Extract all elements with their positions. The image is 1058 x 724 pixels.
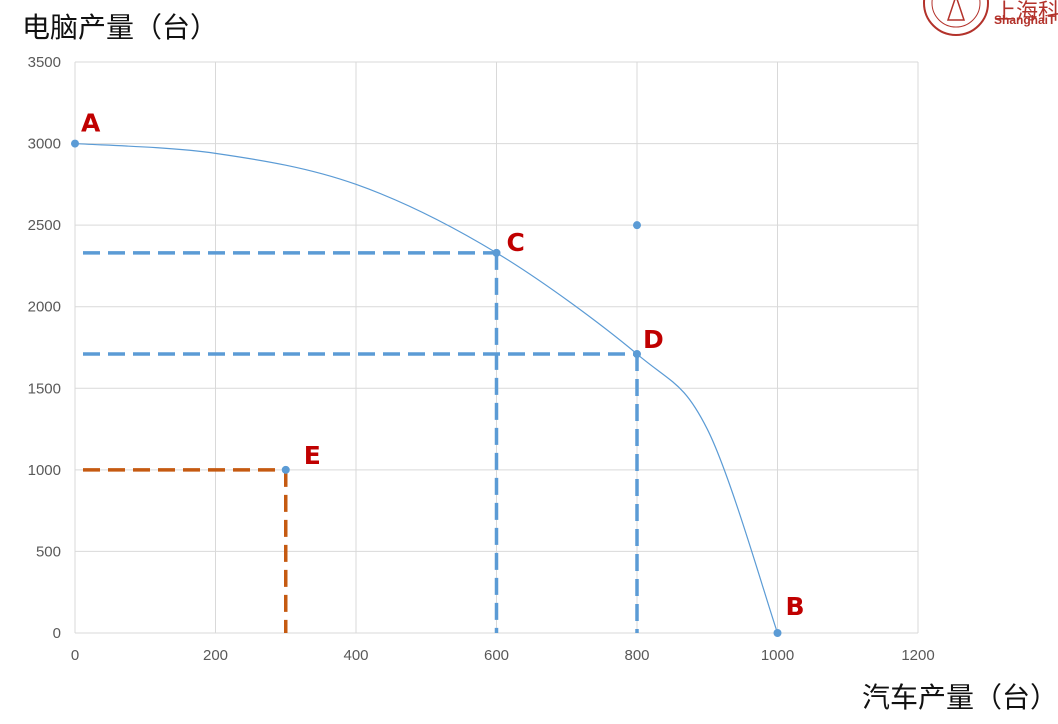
data-point xyxy=(633,221,641,230)
y-tick-label: 3500 xyxy=(28,54,61,71)
point-label-a: A xyxy=(81,109,101,138)
point-label-b: B xyxy=(786,592,805,621)
y-tick-label: 0 xyxy=(53,625,61,642)
grid-lines xyxy=(74,61,919,634)
logo-emblem-icon xyxy=(923,0,989,36)
x-tick-label: 600 xyxy=(484,647,509,664)
y-tick-label: 1000 xyxy=(28,462,61,479)
point-label-e: E xyxy=(304,441,321,470)
x-tick-label: 1200 xyxy=(901,647,934,664)
data-point-a xyxy=(71,139,79,148)
point-label-c: C xyxy=(507,228,525,257)
guide-lines xyxy=(83,251,639,633)
x-tick-label: 1000 xyxy=(761,647,794,664)
logo-text-en: ShanghaiT xyxy=(994,13,1056,27)
data-points xyxy=(71,139,782,637)
y-tick-label: 2500 xyxy=(28,217,61,234)
y-axis-title: 电脑产量（台） xyxy=(22,11,219,44)
y-tick-label: 3000 xyxy=(28,136,61,153)
data-point-d xyxy=(633,350,641,359)
point-labels: A B C D E xyxy=(81,109,805,621)
y-tick-label: 500 xyxy=(36,543,61,560)
x-tick-label: 800 xyxy=(624,647,649,664)
point-label-d: D xyxy=(643,325,664,354)
x-tick-label: 0 xyxy=(71,647,79,664)
x-tick-label: 200 xyxy=(203,647,228,664)
x-axis-title: 汽车产量（台） xyxy=(862,681,1058,714)
y-tick-label: 1500 xyxy=(28,380,61,397)
data-point-c xyxy=(492,248,501,257)
y-tick-label: 2000 xyxy=(28,299,61,316)
data-point-b xyxy=(773,629,782,637)
tick-labels: 0 500 1000 1500 2000 2500 3000 3500 0 200 400 600 80… xyxy=(28,54,935,664)
logo-text-cn: 上海科 xyxy=(994,0,1058,25)
data-point-e xyxy=(281,465,290,474)
x-tick-label: 400 xyxy=(343,647,368,664)
university-logo: 上海科 ShanghaiT xyxy=(922,0,1058,40)
